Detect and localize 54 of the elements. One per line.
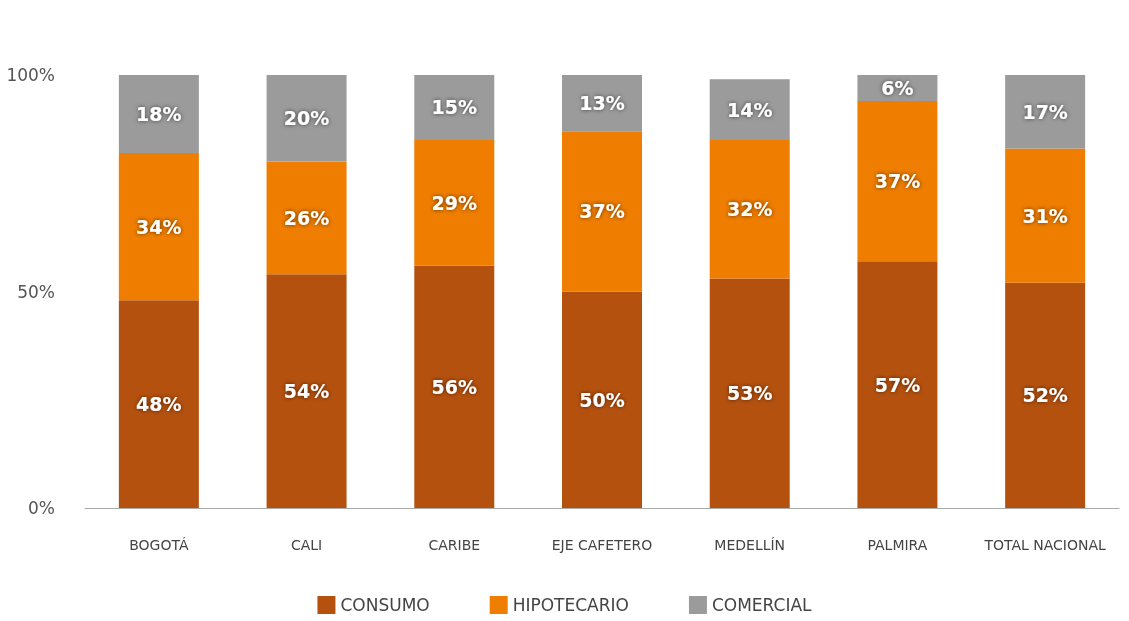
data-label: 57% [874, 373, 921, 396]
bar [266, 161, 347, 275]
y-tick-label: 100% [6, 65, 55, 85]
data-label: 34% [136, 215, 182, 238]
data-label: 6% [881, 76, 914, 99]
data-label: 26% [283, 206, 330, 229]
data-label: 29% [431, 191, 478, 214]
bar [1005, 75, 1086, 149]
bar [709, 278, 790, 508]
x-tick-label: TOTAL NACIONAL [983, 537, 1107, 553]
bar [118, 75, 199, 153]
data-label: 31% [1022, 204, 1068, 227]
bar [414, 139, 495, 266]
data-label: 54% [283, 380, 330, 403]
data-label: 56% [431, 375, 478, 398]
bar [857, 261, 938, 508]
legend-label: COMERCIAL [711, 595, 813, 615]
bar [709, 139, 790, 279]
data-label: 37% [874, 170, 921, 193]
bar [266, 75, 347, 162]
data-label: 20% [283, 107, 330, 130]
bar [1005, 282, 1086, 508]
bar [562, 131, 642, 292]
data-label: 15% [431, 96, 478, 119]
bar [266, 274, 347, 508]
data-label: 17% [1022, 100, 1068, 123]
bar [562, 291, 642, 508]
data-label: 32% [726, 198, 773, 221]
data-label: 13% [579, 92, 625, 115]
x-tick-label: CALI [290, 537, 323, 553]
x-tick-label: CARIBE [428, 537, 481, 553]
legend-label: CONSUMO [340, 595, 430, 615]
data-label: 37% [579, 200, 625, 223]
y-tick-label: 0% [28, 498, 55, 518]
bar [1005, 148, 1086, 283]
bar [857, 100, 938, 262]
x-tick-label: PALMIRA [867, 537, 928, 553]
bar [118, 300, 199, 508]
data-label: 53% [726, 382, 773, 405]
data-label: 18% [136, 102, 182, 125]
bar [709, 79, 790, 140]
y-tick-label: 50% [17, 281, 55, 302]
data-label: 52% [1022, 384, 1068, 407]
x-tick-label: MEDELLÍN [714, 537, 786, 553]
bar [414, 75, 495, 140]
data-label: 14% [726, 98, 773, 121]
x-tick-label: EJE CAFETERO [551, 537, 653, 553]
bar [562, 75, 642, 132]
data-label: 50% [579, 388, 625, 411]
data-label: 48% [136, 393, 182, 416]
x-tick-label: BOGOTÁ [129, 537, 189, 553]
legend-label: HIPOTECARIO [512, 595, 629, 615]
bar [118, 152, 199, 301]
bar [414, 265, 495, 508]
